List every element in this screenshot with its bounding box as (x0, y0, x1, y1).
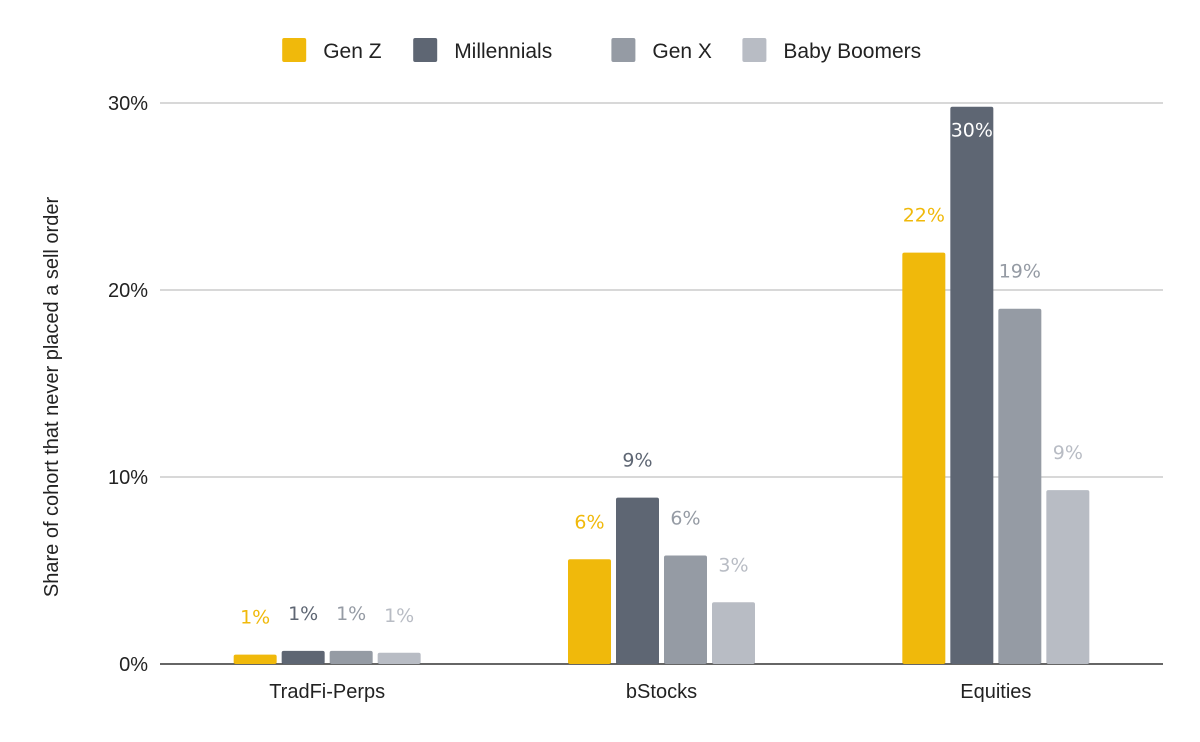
legend-swatch (413, 38, 438, 62)
legend-swatch (611, 38, 636, 62)
y-tick-label: 10% (108, 467, 148, 489)
legend-label: Baby Boomers (783, 40, 921, 63)
data-label: 1% (288, 603, 318, 625)
legend: Gen Z Millennials Gen X Baby Boomers (282, 38, 921, 63)
legend-label: Gen X (652, 40, 712, 63)
data-label: 1% (336, 603, 366, 625)
legend-swatch (742, 38, 767, 62)
data-labels: 1% 1% 1% 1% 6% 9% 6% 3% 22% 30% 19% 9% (240, 120, 1083, 629)
bar-bstocks-gen-z (568, 559, 611, 664)
bar-equities-gen-x (998, 308, 1042, 664)
bar-bstocks-gen-x (664, 555, 707, 664)
y-axis-title: Share of cohort that never placed a sell… (41, 197, 63, 598)
legend-label: Millennials (454, 40, 552, 63)
data-label: 6% (670, 508, 700, 530)
x-category-label: bStocks (626, 681, 697, 703)
bar-equities-millennials (950, 106, 994, 665)
data-label: 6% (574, 511, 604, 533)
data-label: 9% (622, 450, 652, 472)
legend-label: Gen Z (323, 40, 382, 63)
y-tick-label: 0% (119, 654, 148, 676)
bar-tradfi-perps-gen-z (233, 654, 277, 664)
bar-tradfi-perps-gen-x (329, 650, 373, 664)
y-tick-label: 20% (108, 280, 148, 302)
x-category-label: TradFi-Perps (269, 681, 385, 703)
bar-tradfi-perps-millennials (281, 650, 325, 664)
gridlines (160, 102, 1163, 478)
data-label: 9% (1053, 442, 1083, 464)
bars (233, 106, 1090, 665)
data-label: 22% (903, 205, 945, 227)
bar-bstocks-millennials (616, 497, 659, 664)
bar-tradfi-perps-baby-boomers (377, 652, 421, 664)
data-label: 1% (384, 605, 414, 627)
y-tick-label: 30% (108, 93, 148, 115)
x-category-label: Equities (960, 681, 1031, 703)
legend-swatch (282, 38, 307, 62)
y-axis: 0% 10% 20% 30% (108, 93, 1163, 676)
data-label: 30% (951, 120, 993, 142)
bar-bstocks-baby-boomers (712, 602, 755, 664)
data-label: 3% (718, 554, 748, 576)
bar-equities-gen-z (902, 252, 946, 664)
bar-equities-baby-boomers (1046, 490, 1090, 664)
data-label: 1% (240, 607, 270, 629)
data-label: 19% (999, 261, 1041, 283)
x-axis: TradFi-Perps bStocks Equities (269, 681, 1031, 703)
